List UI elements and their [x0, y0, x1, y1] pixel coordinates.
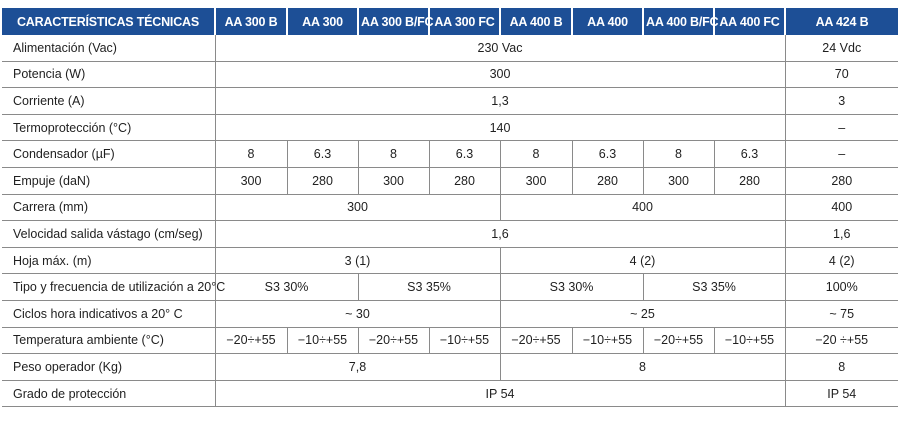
table-cell: 3 (1) [215, 247, 501, 275]
table-cell: S3 35% [643, 273, 786, 301]
table-cell: 8 [785, 353, 898, 381]
header-cell: AA 400 FC [713, 8, 785, 35]
table-cell: 4 (2) [500, 247, 786, 275]
table-cell: 8 [215, 140, 288, 168]
row-label: Potencia (W) [2, 61, 216, 89]
table-cell: 70 [785, 61, 898, 89]
table-cell: 8 [500, 353, 786, 381]
table-header-row: CARACTERÍSTICAS TÉCNICAS AA 300 B AA 300… [2, 8, 898, 35]
table-cell: −10÷+55 [572, 327, 644, 355]
table-cell: −20÷+55 [358, 327, 430, 355]
table-cell: −20 ÷+55 [785, 327, 898, 355]
table-cell: S3 30% [500, 273, 644, 301]
table-body: Alimentación (Vac) 230 Vac 24 Vdc Potencia … [2, 35, 898, 408]
table-cell: 280 [785, 167, 898, 195]
table-cell: −10÷+55 [429, 327, 501, 355]
table-cell: 6.3 [714, 140, 786, 168]
header-cell: AA 400 B [499, 8, 572, 35]
header-cell: AA 300 B [214, 8, 287, 35]
table-cell: 300 [643, 167, 715, 195]
table-cell: 1,6 [785, 220, 898, 248]
table-cell: IP 54 [215, 380, 786, 408]
table-cell: S3 35% [358, 273, 501, 301]
table-cell: 140 [215, 114, 786, 142]
table-row: Grado de protección IP 54 IP 54 [2, 380, 898, 408]
table-cell: – [785, 140, 898, 168]
header-cell: AA 424 B [784, 8, 898, 35]
table-cell: 8 [500, 140, 573, 168]
table-cell: −20÷+55 [500, 327, 573, 355]
table-cell: 280 [714, 167, 786, 195]
table-cell: 230 Vac [215, 35, 786, 62]
table-cell: ~ 25 [500, 300, 786, 328]
table-cell: 280 [572, 167, 644, 195]
table-cell: 300 [215, 61, 786, 89]
table-cell: −20÷+55 [643, 327, 715, 355]
table-cell: 8 [358, 140, 430, 168]
row-label: Termoprotección (°C) [2, 114, 216, 142]
row-label: Ciclos hora indicativos a 20° C [2, 300, 216, 328]
table-cell: 6.3 [572, 140, 644, 168]
table-cell: −10÷+55 [714, 327, 786, 355]
spec-table-container: CARACTERÍSTICAS TÉCNICAS AA 300 B AA 300… [2, 8, 898, 408]
table-row: Temperatura ambiente (°C) −20÷+55 −10÷+55−… [2, 327, 898, 355]
row-label: Hoja máx. (m) [2, 247, 216, 275]
header-cell: CARACTERÍSTICAS TÉCNICAS [2, 8, 215, 35]
table-row: Alimentación (Vac) 230 Vac 24 Vdc [2, 35, 898, 62]
table-cell: −20÷+55 [215, 327, 288, 355]
table-cell: ~ 30 [215, 300, 501, 328]
table-row: Hoja máx. (m) 3 (1) 4 (2) 4 (2) [2, 247, 898, 275]
table-row: Empuje (daN) 300 280 300 280 300 280 300 280 280 [2, 167, 898, 195]
table-cell: 3 [785, 87, 898, 115]
technical-specs-table: CARACTERÍSTICAS TÉCNICAS AA 300 B AA 300… [2, 8, 898, 408]
row-label: Condensador (µF) [2, 140, 216, 168]
row-label: Corriente (A) [2, 87, 216, 115]
table-cell: 280 [287, 167, 359, 195]
row-label: Temperatura ambiente (°C) [2, 327, 216, 355]
row-label: Velocidad salida vástago (cm/seg) [2, 220, 216, 248]
row-label: Empuje (daN) [2, 167, 216, 195]
table-cell: 7,8 [215, 353, 501, 381]
row-label: Grado de protección [2, 380, 216, 408]
table-cell: 100% [785, 273, 898, 301]
table-row: Carrera (mm) 300 400 400 [2, 194, 898, 222]
header-cell: AA 400 [571, 8, 643, 35]
row-label: Peso operador (Kg) [2, 353, 216, 381]
table-cell: ~ 75 [785, 300, 898, 328]
table-cell: 6.3 [429, 140, 501, 168]
table-cell: 280 [429, 167, 501, 195]
table-cell: – [785, 114, 898, 142]
table-row: Potencia (W) 300 70 [2, 61, 898, 89]
table-cell: IP 54 [785, 380, 898, 408]
table-row: Peso operador (Kg) 7,8 8 8 [2, 353, 898, 381]
table-cell: −10÷+55 [287, 327, 359, 355]
header-cell: AA 400 B/FC [642, 8, 719, 35]
table-cell: 300 [358, 167, 430, 195]
table-row: Velocidad salida vástago (cm/seg) 1,6 1,6 [2, 220, 898, 248]
table-cell: 300 [500, 167, 573, 195]
table-row: Condensador (µF) 8 6.3 8 6.3 8 6.3 8 6.3– [2, 140, 898, 168]
row-label: Alimentación (Vac) [2, 35, 216, 62]
table-cell: 300 [215, 194, 501, 222]
table-cell: 4 (2) [785, 247, 898, 275]
table-cell: 1,3 [215, 87, 786, 115]
table-row: Corriente (A) 1,3 3 [2, 87, 898, 115]
table-cell: 6.3 [287, 140, 359, 168]
table-cell: 300 [215, 167, 288, 195]
header-cell: AA 300 B/FC [357, 8, 434, 35]
table-row: Tipo y frecuencia de utilización a 20°C S… [2, 273, 898, 301]
table-cell: 400 [500, 194, 786, 222]
row-label: Tipo y frecuencia de utilización a 20°C [2, 273, 225, 301]
row-label: Carrera (mm) [2, 194, 216, 222]
table-cell: 24 Vdc [785, 35, 898, 62]
table-row: Termoprotección (°C) 140– [2, 114, 898, 142]
table-cell: 1,6 [215, 220, 786, 248]
header-cell: AA 300 [286, 8, 358, 35]
table-row: Ciclos hora indicativos a 20° C ~ 30 ~ 25 ~… [2, 300, 898, 328]
table-cell: S3 30% [215, 273, 359, 301]
table-cell: 400 [785, 194, 898, 222]
table-cell: 8 [643, 140, 715, 168]
header-cell: AA 300 FC [428, 8, 500, 35]
